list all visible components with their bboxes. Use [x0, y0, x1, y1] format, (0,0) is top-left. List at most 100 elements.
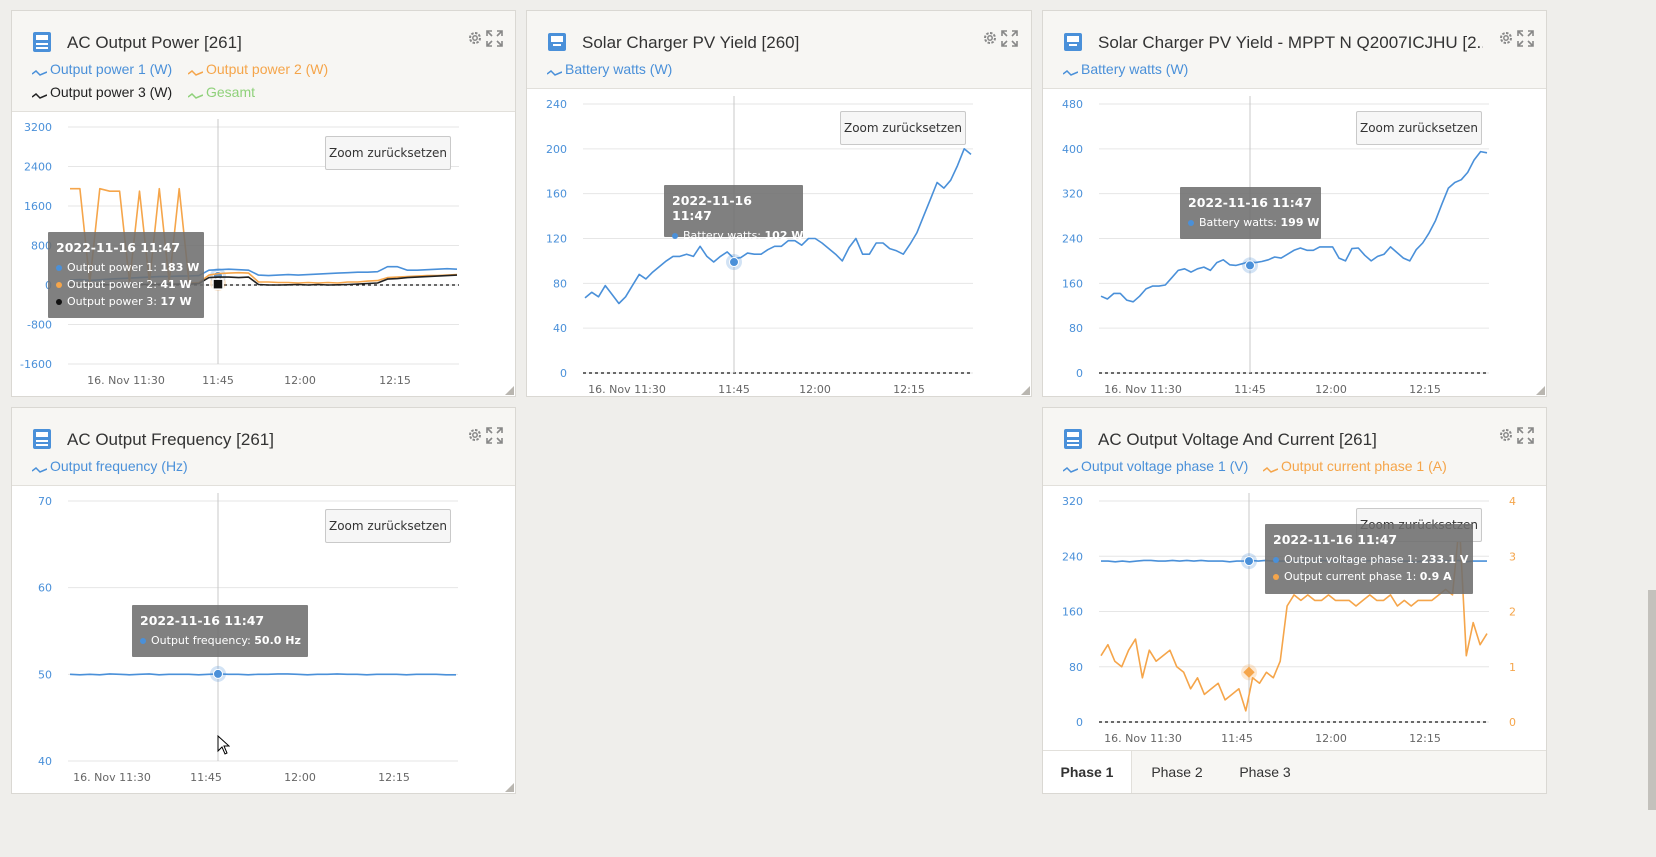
legend-label: Output current phase 1 (A) — [1281, 458, 1447, 474]
tooltip-row: Output power 2: 41 W — [56, 278, 196, 291]
widget-header: AC Output Frequency [261] Output frequen… — [12, 408, 515, 486]
zoom-reset-button[interactable]: Zoom zurücksetzen — [325, 509, 451, 543]
ac-output-frequency-chart[interactable]: 70 60 50 40 16. Nov 11:30 11:45 12:00 12:15 — [12, 485, 515, 793]
y-tick-label: 200 — [546, 143, 567, 156]
legend-label: Output voltage phase 1 (V) — [1081, 458, 1249, 474]
legend-item-gesamt[interactable]: Gesamt — [187, 84, 255, 100]
legend-item-output-power-3[interactable]: Output power 3 (W) — [31, 84, 172, 100]
expand-icon[interactable] — [1517, 30, 1534, 47]
inverter-icon — [33, 32, 51, 52]
resize-handle[interactable] — [1536, 386, 1545, 395]
tab-phase-1[interactable]: Phase 1 — [1043, 751, 1132, 793]
legend-item-output-power-1[interactable]: Output power 1 (W) — [31, 61, 172, 77]
series-line — [1100, 522, 1488, 712]
resize-handle[interactable] — [505, 386, 514, 395]
y-tick-label: 60 — [38, 582, 52, 595]
expand-icon[interactable] — [486, 30, 503, 47]
resize-handle[interactable] — [505, 783, 514, 792]
widget-header: AC Output Voltage And Current [261] Outp… — [1043, 408, 1546, 486]
y2-tick-label: 3 — [1509, 550, 1516, 563]
x-tick-label: 12:15 — [1409, 732, 1441, 745]
expand-icon[interactable] — [1517, 427, 1534, 444]
zoom-reset-button[interactable]: Zoom zurücksetzen — [1356, 111, 1482, 145]
y-tick-label: 40 — [38, 755, 52, 768]
solar-charger-icon — [1064, 33, 1082, 51]
tooltip-label: Battery watts: — [683, 229, 765, 242]
legend-item-voltage-phase-1[interactable]: Output voltage phase 1 (V) — [1062, 458, 1249, 474]
tooltip-label: Output current phase 1: — [1284, 570, 1420, 583]
resize-handle[interactable] — [1021, 386, 1030, 395]
gear-icon[interactable] — [467, 30, 483, 46]
legend-label: Output frequency (Hz) — [50, 458, 188, 474]
y-tick-label: 3200 — [24, 121, 52, 134]
y-tick-label: 800 — [31, 240, 52, 253]
tooltip-time: 2022-11-16 11:47 — [140, 613, 265, 628]
tooltip-label: Output power 3: — [67, 295, 161, 308]
tooltip-label: Battery watts: — [1199, 216, 1281, 229]
series-dot — [56, 282, 62, 288]
tooltip-row: Battery watts: 102 W — [672, 229, 803, 242]
series-dot — [672, 233, 678, 239]
page-scrollbar[interactable] — [1648, 590, 1656, 810]
y-tick-label: 400 — [1062, 143, 1083, 156]
legend-item-battery-watts[interactable]: Battery watts (W) — [546, 61, 673, 77]
tab-phase-3[interactable]: Phase 3 — [1239, 764, 1291, 780]
tooltip-value: 17 W — [160, 295, 192, 308]
tooltip-row: Output voltage phase 1: 233.1 V — [1273, 553, 1469, 566]
expand-icon[interactable] — [1001, 30, 1018, 47]
widget-header: AC Output Power [261] Output power 1 (W)… — [12, 11, 515, 112]
x-tick-label: 11:45 — [1234, 383, 1266, 396]
gear-icon[interactable] — [982, 30, 998, 46]
gear-icon[interactable] — [1498, 427, 1514, 443]
series-line — [69, 673, 456, 676]
legend-item-output-frequency[interactable]: Output frequency (Hz) — [31, 458, 188, 474]
y-tick-label: 70 — [38, 495, 52, 508]
widget-pv-yield-mppt: Solar Charger PV Yield - MPPT N Q2007ICJ… — [1042, 10, 1547, 397]
zoom-reset-button[interactable]: Zoom zurücksetzen — [325, 136, 451, 170]
x-tick-label: 12:15 — [379, 374, 411, 387]
y-tick-label: 120 — [546, 233, 567, 246]
widget-title: Solar Charger PV Yield - MPPT N Q2007ICJ… — [1098, 33, 1483, 52]
tab-phase-2[interactable]: Phase 2 — [1151, 764, 1203, 780]
hover-marker — [1244, 556, 1254, 567]
pv-yield-260-chart[interactable]: 240 200 160 120 80 40 0 16. Nov 11:30 11:45 12:00… — [527, 88, 1031, 396]
tooltip-time: 2022-11-16 11:47 — [1273, 532, 1398, 547]
expand-icon[interactable] — [486, 427, 503, 444]
legend-label: Battery watts (W) — [565, 61, 673, 77]
line-icon — [1262, 462, 1279, 474]
widget-title: AC Output Frequency [261] — [67, 430, 274, 449]
y-tick-label: 320 — [1062, 495, 1083, 508]
series-dot — [140, 638, 146, 644]
y2-tick-label: 1 — [1509, 661, 1516, 674]
chart-tooltip: 2022-11-16 11:47 Output voltage phase 1:… — [1265, 524, 1473, 594]
tooltip-value: 233.1 V — [1421, 553, 1469, 566]
y-tick-label: 160 — [546, 188, 567, 201]
gear-icon[interactable] — [467, 427, 483, 443]
x-tick-label: 11:45 — [718, 383, 750, 396]
gear-icon[interactable] — [1498, 30, 1514, 46]
mouse-cursor-icon — [217, 735, 230, 755]
tooltip-value: 199 W — [1280, 216, 1320, 229]
series-line — [584, 147, 972, 305]
legend-item-current-phase-1[interactable]: Output current phase 1 (A) — [1262, 458, 1447, 474]
zoom-reset-button[interactable]: Zoom zurücksetzen — [840, 111, 966, 145]
tooltip-row: Output frequency: 50.0 Hz — [140, 634, 301, 647]
widget-ac-output-frequency: AC Output Frequency [261] Output frequen… — [11, 407, 516, 794]
tooltip-value: 183 W — [160, 261, 200, 274]
series-dot — [56, 299, 62, 305]
series-dot — [1273, 574, 1279, 580]
line-icon — [1062, 462, 1079, 474]
widget-ac-output-voltage-current: AC Output Voltage And Current [261] Outp… — [1042, 407, 1547, 794]
line-icon — [187, 88, 204, 100]
legend-label: Battery watts (W) — [1081, 61, 1189, 77]
legend-label: Output power 2 (W) — [206, 61, 329, 77]
tooltip-row: Battery watts: 199 W — [1188, 216, 1319, 229]
legend-item-battery-watts[interactable]: Battery watts (W) — [1062, 61, 1189, 77]
hover-marker — [212, 278, 224, 290]
chart-tooltip: 2022-11-16 11:47 Battery watts: 199 W — [1180, 187, 1321, 239]
widget-title: AC Output Voltage And Current [261] — [1098, 430, 1377, 449]
series-dot — [1188, 220, 1194, 226]
legend-item-output-power-2[interactable]: Output power 2 (W) — [187, 61, 329, 77]
chart-tooltip: 2022-11-16 11:47 Battery watts: 102 W — [664, 185, 803, 242]
widget-ac-output-power: AC Output Power [261] Output power 1 (W)… — [11, 10, 516, 397]
